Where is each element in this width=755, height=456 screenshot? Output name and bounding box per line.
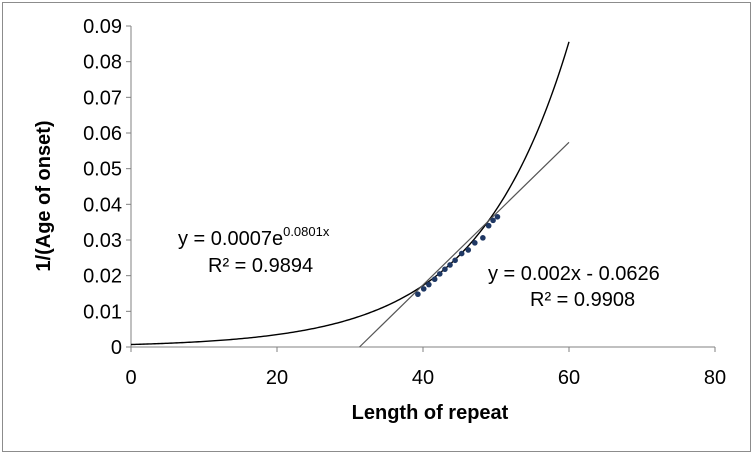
- y-tick-label: 0.01: [83, 301, 122, 323]
- data-point: [426, 281, 432, 288]
- x-tick-label: 60: [558, 367, 580, 389]
- data-point: [452, 257, 458, 264]
- x-tick-label: 20: [266, 367, 288, 389]
- y-tick-label: 0.05: [83, 159, 122, 181]
- exponential-equation-label: y = 0.0007e0.0801x: [178, 224, 330, 250]
- data-point: [458, 250, 465, 257]
- data-point: [465, 247, 472, 253]
- y-axis-ticks: 0 0.01 0.02 0.03 0.04 0.05 0.06 0.07 0.08 0.09: [83, 16, 131, 359]
- y-tick-label: 0.04: [83, 194, 122, 216]
- exponential-r2-label: R² = 0.9894: [208, 255, 313, 277]
- data-point: [436, 271, 443, 277]
- y-tick-label: 0.03: [83, 230, 122, 252]
- data-point: [494, 214, 501, 220]
- x-tick-label: 40: [412, 367, 434, 389]
- data-point: [447, 262, 453, 268]
- data-point: [480, 235, 486, 241]
- y-tick-label: 0.06: [83, 123, 122, 145]
- data-points: [415, 214, 501, 298]
- data-point: [415, 291, 421, 298]
- y-tick-label: 0.02: [83, 266, 122, 288]
- data-point: [431, 276, 438, 283]
- y-tick-label: 0.09: [83, 16, 122, 38]
- y-tick-label: 0.08: [83, 52, 122, 74]
- linear-trendline: [359, 141, 570, 348]
- x-tick-label: 0: [125, 367, 136, 389]
- exponential-equation-base: y = 0.0007e: [178, 228, 283, 250]
- linear-r2-label: R² = 0.9908: [530, 289, 635, 311]
- plot-area: 0 0.01 0.02 0.03 0.04 0.05 0.06 0.07 0.08 0.09 0 2…: [83, 16, 726, 389]
- x-axis-ticks: 0 20 40 60 80: [125, 347, 726, 389]
- y-tick-label: 0.07: [83, 87, 122, 109]
- x-axis-title: Length of repeat: [352, 402, 509, 424]
- exponential-equation-exponent: 0.0801x: [283, 224, 330, 239]
- data-point: [442, 266, 448, 273]
- linear-equation-label: y = 0.002x - 0.0626: [488, 263, 660, 285]
- y-tick-label: 0: [111, 337, 122, 359]
- chart-frame: [2, 2, 751, 452]
- data-point: [472, 240, 478, 246]
- x-tick-label: 80: [704, 367, 726, 389]
- data-point: [420, 286, 427, 292]
- y-axis-title: 1/(Age of onset): [33, 120, 55, 271]
- exponential-trendline: [130, 41, 570, 346]
- data-point: [490, 217, 496, 224]
- data-point: [485, 222, 492, 229]
